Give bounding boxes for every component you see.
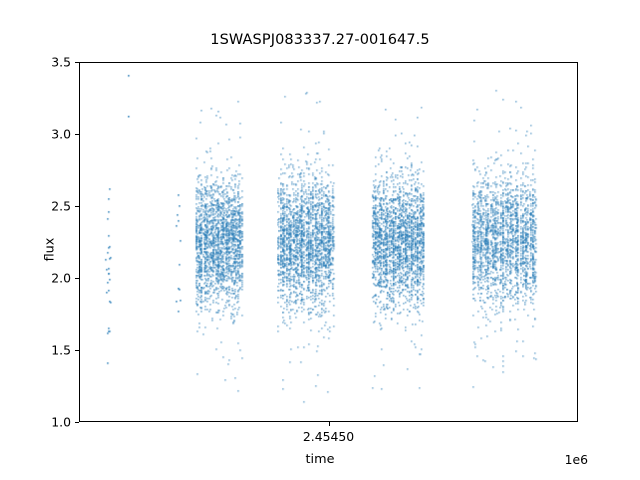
y-tick-mark — [75, 350, 79, 351]
y-tick-mark — [75, 278, 79, 279]
y-tick-label: 2.5 — [51, 198, 71, 214]
y-tick-label: 3.5 — [51, 54, 71, 70]
chart-title: 1SWASPJ083337.27-001647.5 — [210, 32, 430, 48]
x-axis-label: time — [305, 452, 335, 467]
y-tick-label: 3.0 — [51, 126, 71, 142]
plot-axes — [79, 62, 578, 422]
scatter-points-layer — [80, 63, 577, 421]
y-axis-label: flux — [42, 237, 58, 262]
x-tick-label: 2.45450 — [302, 429, 355, 444]
y-tick-mark — [75, 206, 79, 207]
y-tick-label: 1.0 — [51, 414, 71, 430]
y-tick-label: 1.5 — [51, 342, 71, 358]
y-tick-mark — [75, 134, 79, 135]
y-tick-mark — [75, 62, 79, 63]
x-tick-mark — [328, 422, 330, 426]
x-axis-offset-text: 1e6 — [564, 452, 588, 467]
y-tick-label: 2.0 — [51, 270, 71, 286]
y-tick-mark — [75, 422, 79, 423]
